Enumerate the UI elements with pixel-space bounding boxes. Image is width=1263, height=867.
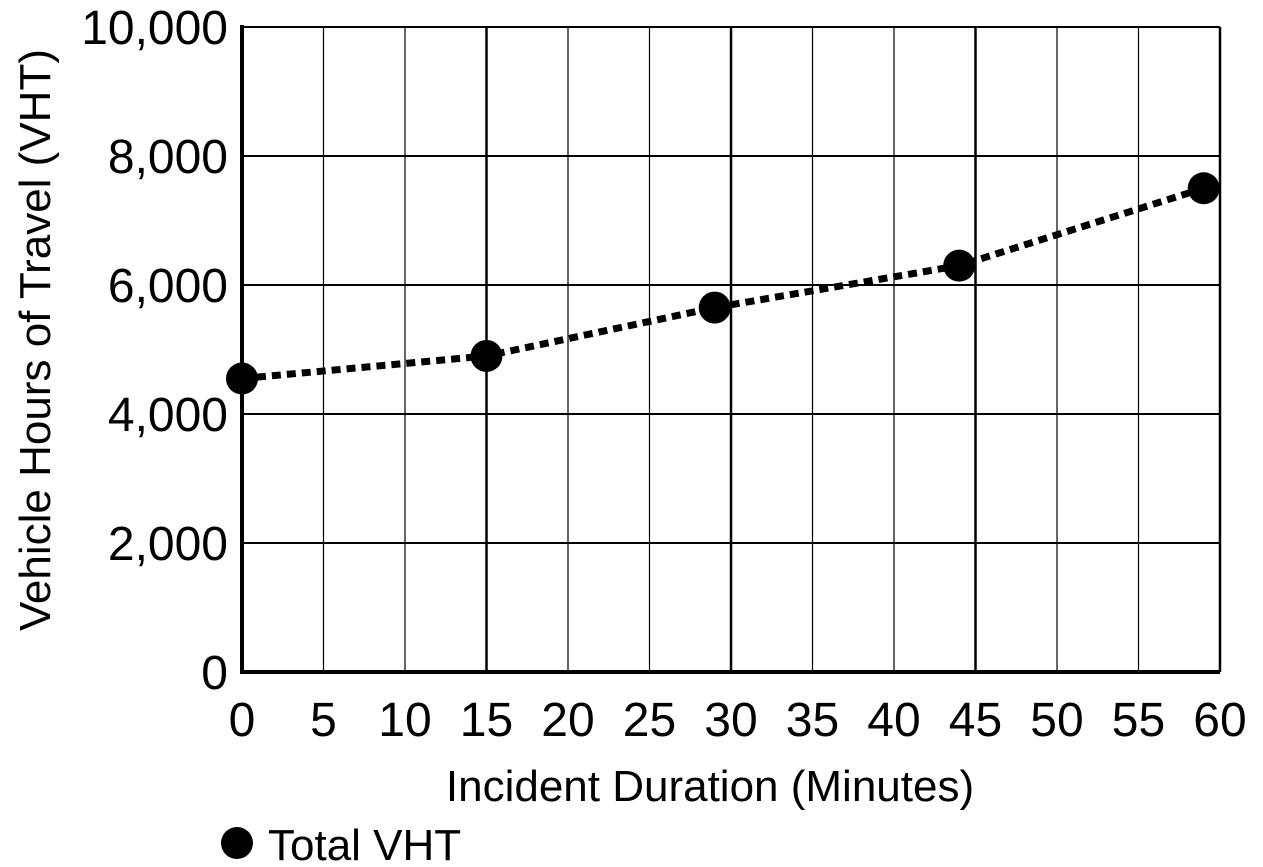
x-tick-label: 5 bbox=[310, 694, 337, 747]
data-point-29 bbox=[698, 291, 731, 324]
x-tick-label: 30 bbox=[704, 694, 757, 747]
x-tick-label: 0 bbox=[229, 694, 256, 747]
x-tick-label: 55 bbox=[1112, 694, 1165, 747]
data-point-0 bbox=[226, 362, 258, 395]
x-tick-label: 50 bbox=[1030, 694, 1083, 747]
y-tick-label: 2,000 bbox=[108, 518, 228, 571]
series-total-vht bbox=[226, 172, 1220, 395]
y-axis-title: Vehicle Hours of Travel (VHT) bbox=[11, 49, 60, 631]
legend: Total VHT bbox=[221, 821, 461, 867]
x-tick-label: 25 bbox=[623, 694, 676, 747]
x-tick-label: 40 bbox=[867, 694, 920, 747]
y-tick-labels: 0 2,000 4,000 6,000 8,000 10,000 bbox=[81, 2, 228, 700]
x-tick-label: 60 bbox=[1193, 694, 1246, 747]
data-point-44 bbox=[943, 249, 976, 282]
x-tick-label: 10 bbox=[378, 694, 431, 747]
x-axis-title: Incident Duration (Minutes) bbox=[446, 762, 974, 811]
y-tick-label: 10,000 bbox=[81, 2, 228, 55]
x-tick-label: 15 bbox=[460, 694, 513, 747]
x-tick-label: 35 bbox=[786, 694, 839, 747]
y-tick-label: 0 bbox=[201, 647, 228, 700]
y-tick-label: 8,000 bbox=[108, 131, 228, 184]
grid bbox=[242, 26, 1222, 672]
x-tick-label: 45 bbox=[949, 694, 1002, 747]
y-tick-label: 6,000 bbox=[108, 260, 228, 313]
x-tick-label: 20 bbox=[541, 694, 594, 747]
axes bbox=[240, 25, 1220, 674]
x-tick-labels: 0 5 10 15 20 25 30 35 40 45 50 55 60 bbox=[229, 694, 1247, 747]
y-tick-label: 4,000 bbox=[108, 389, 228, 442]
legend-marker bbox=[221, 827, 253, 859]
legend-label-total-vht: Total VHT bbox=[268, 821, 461, 867]
data-point-15 bbox=[470, 339, 503, 372]
series-line-total-vht bbox=[241, 184, 1205, 383]
data-point-59 bbox=[1187, 172, 1220, 205]
